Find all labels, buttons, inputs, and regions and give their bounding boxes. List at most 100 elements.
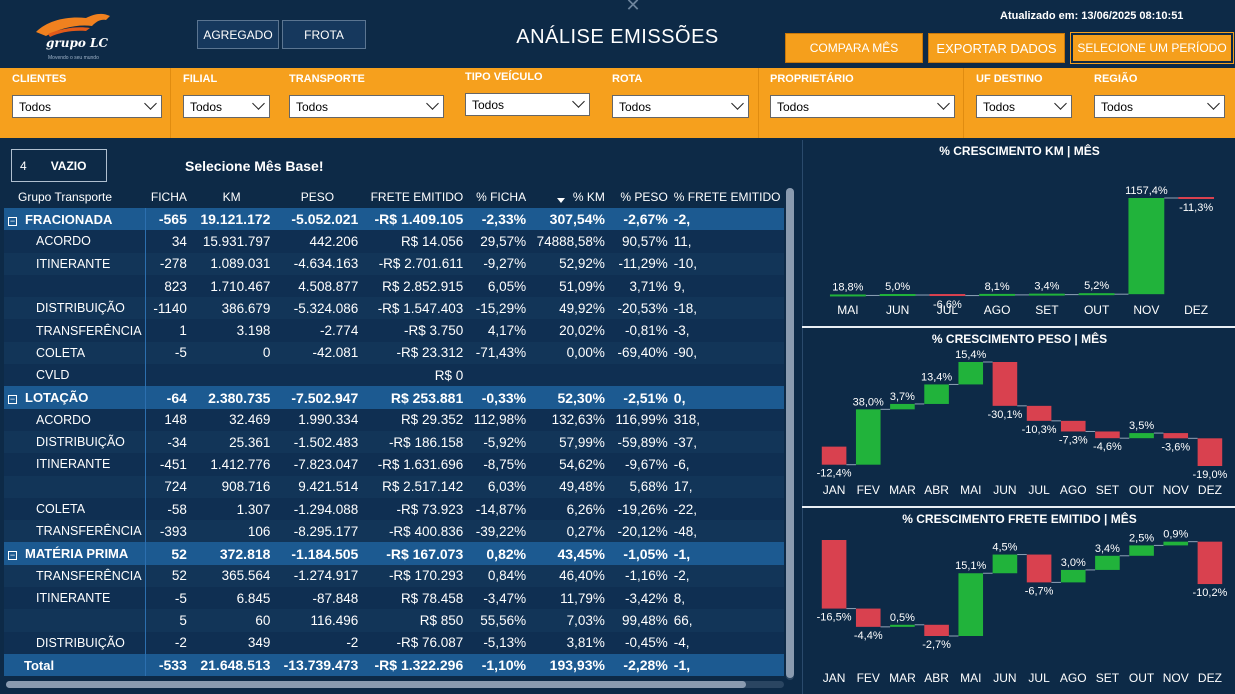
waterfall-bar[interactable] xyxy=(1128,198,1165,295)
data-label: -10,2% xyxy=(1192,587,1227,599)
table-row[interactable]: ACORDO 148 32.469 1.990.334 R$ 29.352 112,98%… xyxy=(4,408,784,431)
table-cell: 349 xyxy=(189,631,274,654)
column-header[interactable]: KM xyxy=(222,190,241,204)
waterfall-bar[interactable] xyxy=(855,608,881,627)
proprietario-dropdown[interactable]: Todos xyxy=(770,95,955,118)
transporte-dropdown[interactable]: Todos xyxy=(289,95,444,118)
column-header-sorted[interactable]: % KM xyxy=(529,186,608,208)
month-selector[interactable]: 4 VAZIO xyxy=(11,149,107,182)
waterfall-bar[interactable] xyxy=(992,362,1018,406)
table-row[interactable]: COLETA -5 0 -42.081 -R$ 23.312 -71,43% 0,00% -6… xyxy=(4,341,784,365)
collapse-icon[interactable]: − xyxy=(8,215,17,226)
table-cell: 5 xyxy=(145,609,190,632)
waterfall-bar[interactable] xyxy=(1026,405,1052,421)
table-row[interactable]: ITINERANTE -278 1.089.031 -4.634.163 -R$ 2.7… xyxy=(4,252,784,275)
table-row[interactable]: COLETA -58 1.307 -1.294.088 -R$ 73.923 -14,87… xyxy=(4,497,784,521)
table-row[interactable]: TRANSFERÊNCIA 1 3.198 -2.774 -R$ 3.750 4,17% 2… xyxy=(4,319,784,342)
selecione-periodo-button[interactable]: SELECIONE UM PERÍODO xyxy=(1070,32,1234,64)
table-row[interactable]: DISTRIBUIÇÃO -1140 386.679 -5.324.086 -R$ 1.… xyxy=(4,297,784,320)
column-header[interactable]: % FRETE EMITIDO xyxy=(673,190,781,204)
table-row[interactable]: 724 908.716 9.421.514 R$ 2.517.142 6,03% 49,4… xyxy=(4,475,784,498)
waterfall-bar[interactable] xyxy=(1095,555,1120,570)
waterfall-bar[interactable] xyxy=(979,293,1016,296)
waterfall-bar[interactable] xyxy=(1178,197,1215,199)
scrollbar-thumb[interactable] xyxy=(786,188,794,678)
column-header[interactable]: % FICHA xyxy=(476,190,527,204)
table-cell: 21.648.513 xyxy=(189,653,274,677)
close-icon[interactable]: ✕ xyxy=(625,0,641,15)
table-cell: 51,09% xyxy=(529,274,608,298)
waterfall-bar[interactable] xyxy=(855,409,881,465)
waterfall-bar[interactable] xyxy=(1026,554,1052,583)
waterfall-bar[interactable] xyxy=(821,446,847,465)
waterfall-bar[interactable] xyxy=(1028,293,1065,296)
waterfall-bar[interactable] xyxy=(1197,438,1223,466)
table-row[interactable]: 5 60 116.496 R$ 850 55,56% 7,03% 99,48% 66, xyxy=(4,609,784,632)
waterfall-bar[interactable] xyxy=(890,403,915,410)
column-header[interactable]: FRETE EMITIDO xyxy=(370,190,464,204)
exportar-dados-button[interactable]: EXPORTAR DADOS xyxy=(928,33,1065,63)
data-label: -4,4% xyxy=(854,630,883,642)
column-header[interactable]: Grupo Transporte xyxy=(18,190,113,204)
table-row[interactable]: CVLD R$ 0 xyxy=(4,364,784,387)
collapse-icon[interactable]: − xyxy=(8,550,17,561)
table-row[interactable]: 823 1.710.467 4.508.877 R$ 2.852.915 6,05% 51… xyxy=(4,274,784,298)
horizontal-scrollbar[interactable] xyxy=(6,681,784,688)
filial-dropdown[interactable]: Todos xyxy=(183,95,270,118)
table-row[interactable]: ACORDO 34 15.931.797 442.206 R$ 14.056 29,57%… xyxy=(4,230,784,253)
waterfall-bar[interactable] xyxy=(1060,420,1086,432)
table-cell: -18, xyxy=(670,297,784,320)
tipo-veiculo-dropdown[interactable]: Todos xyxy=(465,93,590,116)
table-row[interactable]: DISTRIBUIÇÃO -34 25.361 -1.502.483 -R$ 186.1… xyxy=(4,430,784,454)
waterfall-bar[interactable] xyxy=(1095,431,1120,439)
waterfall-bar[interactable] xyxy=(1078,293,1115,296)
clientes-dropdown[interactable]: Todos xyxy=(12,95,162,118)
scrollbar-thumb[interactable] xyxy=(6,681,746,688)
table-row[interactable]: DISTRIBUIÇÃO -2 349 -2 -R$ 76.087 -5,13% 3,81%… xyxy=(4,631,784,654)
table-row[interactable]: ITINERANTE -5 6.845 -87.848 R$ 78.458 -3,47% 1… xyxy=(4,587,784,610)
waterfall-bar[interactable] xyxy=(958,573,984,636)
row-label xyxy=(4,475,146,498)
waterfall-bar[interactable] xyxy=(958,362,984,385)
group-row[interactable]: − LOTAÇÃO -64 2.380.735 -7.502.947 R$ 253.881… xyxy=(4,386,784,409)
x-tick-label: NOV xyxy=(1163,483,1189,497)
table-row[interactable]: ITINERANTE -451 1.412.776 -7.823.047 -R$ 1.6… xyxy=(4,453,784,476)
vertical-scrollbar[interactable] xyxy=(786,188,794,680)
waterfall-bar[interactable] xyxy=(924,624,949,636)
rota-dropdown[interactable]: Todos xyxy=(612,95,749,118)
table-cell: 7,03% xyxy=(529,609,608,632)
column-header[interactable]: FICHA xyxy=(150,190,187,204)
waterfall-bar[interactable] xyxy=(992,554,1018,574)
group-row[interactable]: − FRACIONADA -565 19.121.172 -5.052.021 -R$ 1… xyxy=(4,208,784,231)
waterfall-bar[interactable] xyxy=(1060,569,1086,583)
waterfall-bar[interactable] xyxy=(829,294,866,297)
column-header[interactable]: PESO xyxy=(300,190,335,204)
waterfall-bar[interactable] xyxy=(929,294,966,297)
waterfall-bar[interactable] xyxy=(1129,433,1154,439)
waterfall-bar[interactable] xyxy=(1163,433,1189,439)
agregado-button[interactable]: AGREGADO xyxy=(197,20,279,49)
selector-count: 4 xyxy=(20,158,27,173)
total-row[interactable]: Total -533 21.648.513 -13.739.473 -R$ 1.322.… xyxy=(4,653,784,677)
regiao-dropdown[interactable]: Todos xyxy=(1094,95,1225,118)
frota-button[interactable]: FROTA xyxy=(282,20,366,49)
waterfall-bar[interactable] xyxy=(924,384,949,404)
waterfall-bar[interactable] xyxy=(821,540,847,609)
waterfall-bar[interactable] xyxy=(1129,545,1154,556)
horse-logo-icon xyxy=(36,13,110,37)
waterfall-bar[interactable] xyxy=(879,294,916,297)
collapse-icon[interactable]: − xyxy=(8,394,17,405)
table-row[interactable]: TRANSFERÊNCIA 52 365.564 -1.274.917 -R$ 170.… xyxy=(4,564,784,588)
chevron-down-icon xyxy=(937,97,950,110)
waterfall-bar[interactable] xyxy=(890,624,915,627)
group-row[interactable]: − MATÉRIA PRIMA 52 372.818 -1.184.505 -R$ 167… xyxy=(4,542,784,565)
compara-mes-button[interactable]: COMPARA MÊS xyxy=(785,33,923,63)
waterfall-bar[interactable] xyxy=(1163,541,1189,546)
waterfall-bar[interactable] xyxy=(1197,541,1223,585)
table-row[interactable]: TRANSFERÊNCIA -393 106 -8.295.177 -R$ 400.83… xyxy=(4,520,784,543)
uf-destino-dropdown[interactable]: Todos xyxy=(976,95,1072,118)
table-cell: -19,26% xyxy=(607,497,671,521)
table-cell: -3,42% xyxy=(607,587,671,610)
table-cell: 52,92% xyxy=(529,252,608,275)
column-header[interactable]: % PESO xyxy=(620,190,668,204)
